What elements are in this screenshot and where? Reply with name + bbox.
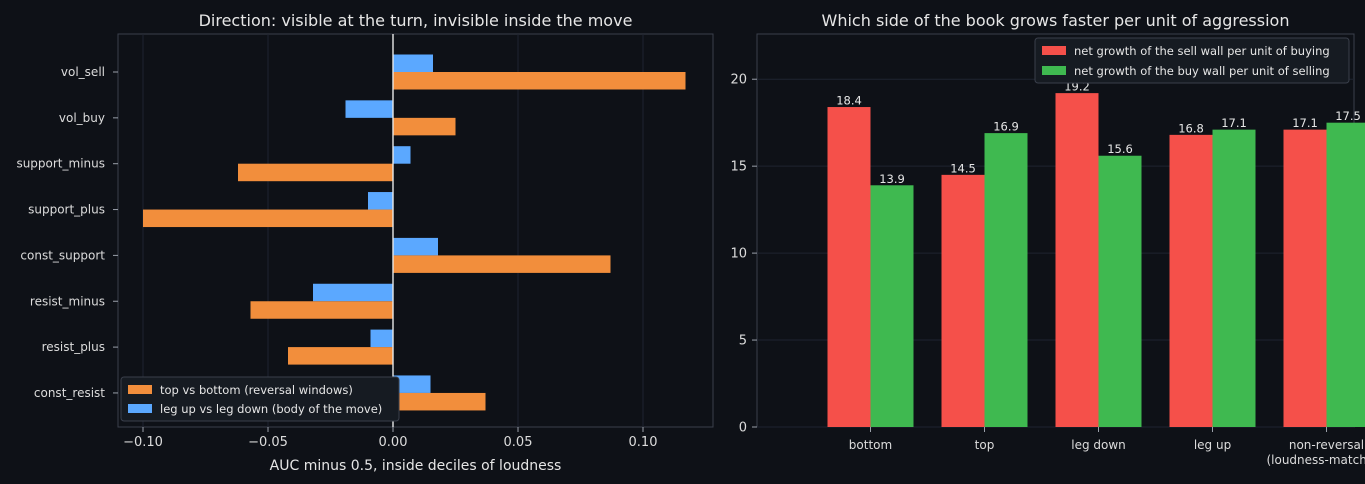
right-y-tick-label: 15 xyxy=(730,160,747,175)
left-plot-area xyxy=(117,33,714,428)
legend-swatch-sell-wall xyxy=(1042,46,1066,55)
data-label-non-reversal-buy-wall: 17.5 xyxy=(1335,109,1361,123)
bar-resist-plus-leg-up-vs-leg-down xyxy=(370,329,393,348)
category-label-bottom: bottom xyxy=(849,438,892,452)
right-y-ticks: 0 5 10 15 20 xyxy=(730,73,757,436)
data-label-top-sell-wall: 14.5 xyxy=(950,161,976,175)
category-label-const-support: const_support xyxy=(20,248,105,262)
bar-resist-minus-leg-up-vs-leg-down xyxy=(313,283,393,302)
left-chart-title: Direction: visible at the turn, invisibl… xyxy=(199,11,633,30)
bar-vol-sell-leg-up-vs-leg-down xyxy=(393,54,433,72)
legend-swatch-leg-up-vs-leg-down xyxy=(128,404,152,413)
right-legend: net growth of the sell wall per unit of … xyxy=(1034,37,1350,84)
bar-bottom-sell-wall xyxy=(827,107,871,427)
category-label-top: top xyxy=(975,438,995,452)
legend-swatch-buy-wall xyxy=(1042,66,1066,75)
bar-leg-down-buy-wall xyxy=(1098,155,1142,428)
bar-support-minus-leg-up-vs-leg-down xyxy=(393,146,411,164)
category-sublabel-non-reversal: (loudness-matched) xyxy=(1266,453,1365,467)
right-legend-box xyxy=(1034,37,1350,84)
bar-leg-up-sell-wall xyxy=(1169,134,1213,428)
right-y-tick-label: 5 xyxy=(739,334,747,349)
bar-support-minus-top-vs-bottom xyxy=(238,163,393,182)
left-x-axis-label: AUC minus 0.5, inside deciles of loudnes… xyxy=(270,458,562,474)
bar-const-resist-top-vs-bottom xyxy=(393,392,486,411)
left-x-tick-label: −0.05 xyxy=(248,435,288,450)
bar-vol-buy-top-vs-bottom xyxy=(393,117,456,136)
legend-label-leg-up-vs-leg-down: leg up vs leg down (body of the move) xyxy=(160,402,382,416)
category-label-const-resist: const_resist xyxy=(34,386,105,400)
left-chart-panel: vol_sell vol_buy support_minus support_plus… xyxy=(16,11,714,474)
data-label-leg-down-buy-wall: 15.6 xyxy=(1107,142,1133,156)
left-legend-box xyxy=(120,376,400,422)
category-label-support-minus: support_minus xyxy=(16,157,105,171)
data-label-leg-up-sell-wall: 16.8 xyxy=(1178,121,1204,135)
bar-support-plus-top-vs-bottom xyxy=(143,209,393,228)
legend-label-buy-wall: net growth of the buy wall per unit of s… xyxy=(1074,64,1330,78)
left-x-tick-label: 0.00 xyxy=(379,435,408,450)
legend-label-top-vs-bottom: top vs bottom (reversal windows) xyxy=(160,383,353,397)
bar-const-resist-leg-up-vs-leg-down xyxy=(393,375,431,393)
right-y-tick-label: 10 xyxy=(730,247,747,262)
category-label-vol-buy: vol_buy xyxy=(59,111,105,125)
data-label-bottom-sell-wall: 18.4 xyxy=(836,94,862,108)
category-label-vol-sell: vol_sell xyxy=(61,65,105,79)
bar-leg-down-sell-wall xyxy=(1055,93,1099,427)
right-bars xyxy=(827,93,1365,428)
left-legend: top vs bottom (reversal windows) leg up … xyxy=(120,376,400,422)
right-y-tick-label: 0 xyxy=(739,421,747,436)
bar-const-support-top-vs-bottom xyxy=(393,255,611,273)
category-label-resist-minus: resist_minus xyxy=(30,294,105,308)
data-label-non-reversal-sell-wall: 17.1 xyxy=(1292,116,1318,130)
right-y-tick-label: 20 xyxy=(730,73,747,88)
bar-const-support-leg-up-vs-leg-down xyxy=(393,237,438,256)
legend-label-sell-wall: net growth of the sell wall per unit of … xyxy=(1074,44,1330,58)
left-x-tick-label: −0.10 xyxy=(123,435,163,450)
category-label-leg-down: leg down xyxy=(1071,438,1126,452)
bar-leg-up-buy-wall xyxy=(1212,129,1256,427)
bar-vol-buy-leg-up-vs-leg-down xyxy=(345,100,393,118)
bar-non-reversal-sell-wall xyxy=(1283,129,1327,427)
category-label-non-reversal: non-reversal xyxy=(1289,438,1364,452)
bar-vol-sell-top-vs-bottom xyxy=(393,72,686,90)
left-category-labels: vol_sell vol_buy support_minus support_plus… xyxy=(16,65,118,400)
right-chart-panel: 18.413.914.516.919.215.616.8 17.1 17.1 17.5… xyxy=(730,11,1365,467)
bar-bottom-buy-wall xyxy=(870,185,914,427)
category-label-leg-up: leg up xyxy=(1194,438,1231,452)
left-x-ticks: −0.10 −0.05 0.00 0.05 0.10 xyxy=(123,427,657,450)
bar-non-reversal-buy-wall xyxy=(1326,122,1365,427)
bar-top-buy-wall xyxy=(984,133,1028,427)
right-category-labels: bottom top leg down leg up non-reversal(loud… xyxy=(849,427,1365,467)
right-chart-title: Which side of the book grows faster per … xyxy=(822,11,1290,30)
left-bars xyxy=(143,54,686,411)
bar-resist-plus-top-vs-bottom xyxy=(288,347,393,365)
bar-resist-minus-top-vs-bottom xyxy=(250,301,393,319)
data-label-bottom-buy-wall: 13.9 xyxy=(879,172,905,186)
bar-top-sell-wall xyxy=(941,174,985,427)
bar-support-plus-leg-up-vs-leg-down xyxy=(368,192,393,210)
left-x-tick-label: 0.10 xyxy=(629,435,658,450)
data-label-top-buy-wall: 16.9 xyxy=(993,120,1019,134)
right-data-labels: 18.413.914.516.919.215.616.8 17.1 17.1 17.5 xyxy=(836,80,1361,186)
left-x-tick-label: 0.05 xyxy=(504,435,533,450)
category-label-resist-plus: resist_plus xyxy=(42,340,105,354)
category-label-support-plus: support_plus xyxy=(28,203,105,217)
legend-swatch-top-vs-bottom xyxy=(128,385,152,394)
data-label-leg-up-buy-wall: 17.1 xyxy=(1221,116,1247,130)
